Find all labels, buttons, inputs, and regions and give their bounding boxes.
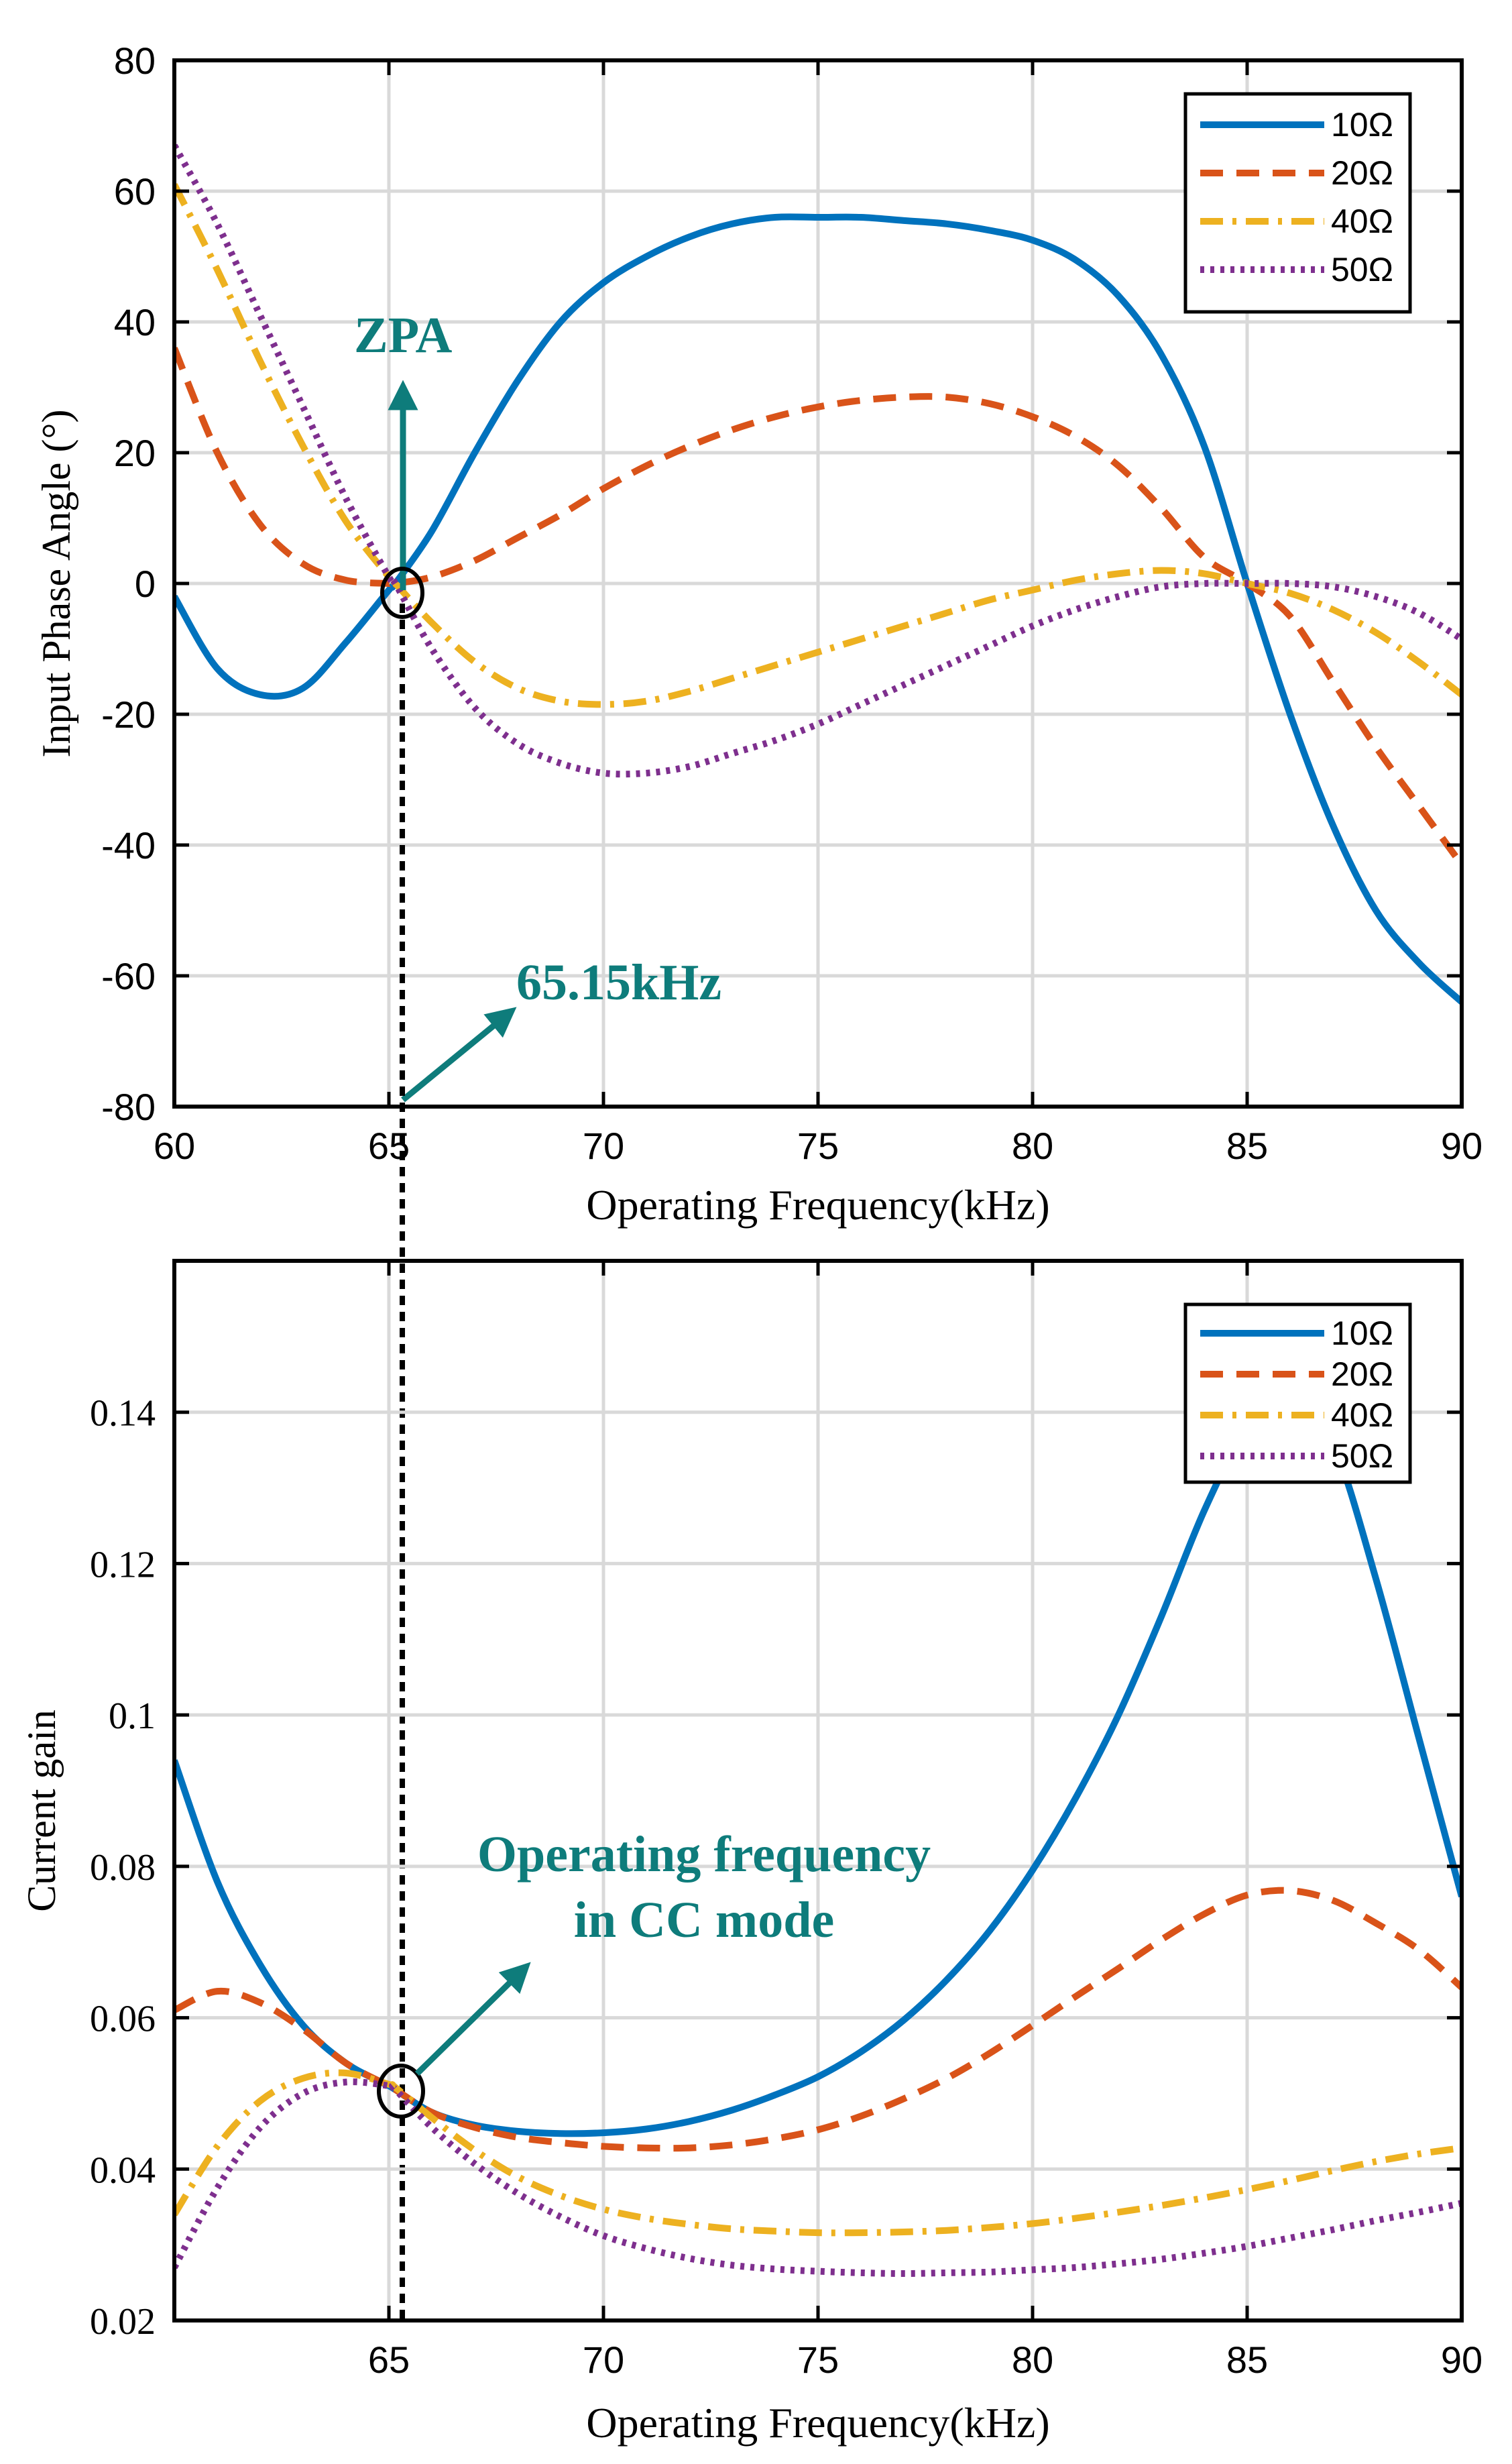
phase-x-axis-label: Operating Frequency(kHz) <box>586 1181 1049 1229</box>
phase-legend: 10Ω 20Ω 40Ω 50Ω <box>1183 92 1412 314</box>
phase-x-tick-label: 85 <box>1226 1125 1268 1167</box>
gain-series-line-2 <box>174 2069 1462 2237</box>
gain-x-tick-label: 75 <box>797 2339 839 2381</box>
gain-legend-label-3: 50Ω <box>1331 1437 1393 1475</box>
gain-x-tick-label: 70 <box>583 2339 624 2381</box>
gain-x-tick-label: 65 <box>368 2339 410 2381</box>
phase-y-tick-label: -80 <box>101 1086 156 1128</box>
phase-y-ticks: -80 -60 -40 -20 0 20 40 60 80 <box>101 40 1462 1128</box>
gain-y-tick-label: 0.04 <box>90 2149 156 2191</box>
gain-legend-label-2: 40Ω <box>1331 1396 1393 1434</box>
gain-x-tick-label: 80 <box>1012 2339 1053 2381</box>
phase-x-tick-label: 65 <box>368 1125 410 1167</box>
gain-x-tick-label: 90 <box>1441 2339 1482 2381</box>
phase-series-line-2 <box>174 183 1462 708</box>
phase-legend-label-2: 40Ω <box>1331 203 1393 240</box>
phase-y-tick-label: 20 <box>114 432 156 474</box>
phase-series <box>174 144 1462 1005</box>
phase-y-axis-label: Input Phase Angle (°) <box>34 410 78 758</box>
gain-y-axis-label: Current gain <box>19 1710 64 1912</box>
phase-x-tick-label: 90 <box>1441 1125 1482 1167</box>
freq-arrow <box>401 1007 517 1103</box>
phase-x-tick-label: 70 <box>583 1125 624 1167</box>
gain-series-line-1 <box>174 1887 1462 2152</box>
gain-y-ticks: 0.02 0.04 0.06 0.08 0.1 0.12 0.14 <box>90 1393 1462 2343</box>
phase-x-tick-label: 80 <box>1012 1125 1053 1167</box>
phase-y-tick-label: -40 <box>101 824 156 866</box>
phase-y-tick-label: -60 <box>101 955 156 997</box>
gain-legend-label-0: 10Ω <box>1331 1314 1393 1352</box>
gain-y-tick-label: 0.14 <box>90 1393 156 1435</box>
phase-legend-label-3: 50Ω <box>1331 251 1393 288</box>
phase-annotations: ZPA 65.15kHz <box>354 307 721 1103</box>
cc-arrow <box>414 1962 531 2076</box>
zpa-circle-marker <box>380 567 424 619</box>
current-gain-chart: 65 70 75 80 85 90 0.02 0.04 0.06 0.08 0.1 0.12 0.14… <box>19 1259 1482 2447</box>
gain-x-tick-label: 85 <box>1226 2339 1268 2381</box>
phase-series-line-3 <box>174 144 1462 778</box>
gain-y-tick-label: 0.08 <box>90 1847 156 1889</box>
gain-y-tick-label: 0.02 <box>90 2301 156 2343</box>
phase-legend-box <box>1183 92 1412 314</box>
phase-y-tick-label: -20 <box>101 693 156 736</box>
phase-angle-chart: 60 65 70 75 80 85 90 -80 -60 -40 -20 0 20 40 60 80 Ope… <box>34 40 1482 1229</box>
phase-x-ticks: 60 65 70 75 80 85 90 <box>154 60 1482 1167</box>
phase-y-tick-label: 0 <box>135 563 156 605</box>
gain-y-tick-label: 0.12 <box>90 1544 156 1585</box>
phase-y-tick-label: 60 <box>114 170 156 213</box>
gain-y-tick-label: 0.1 <box>109 1695 156 1737</box>
phase-y-tick-label: 40 <box>114 301 156 343</box>
gain-legend-label-1: 20Ω <box>1331 1355 1393 1393</box>
gain-annotations: Operating frequency in CC mode <box>377 1826 931 2119</box>
phase-y-tick-label: 80 <box>114 40 156 82</box>
cc-circle-marker <box>377 2064 425 2119</box>
phase-series-line-1 <box>174 347 1462 867</box>
cc-label-line1: Operating frequency <box>477 1826 931 1883</box>
phase-x-tick-label: 75 <box>797 1125 839 1167</box>
zpa-label: ZPA <box>354 307 452 363</box>
phase-legend-label-0: 10Ω <box>1331 106 1393 144</box>
gain-series-line-3 <box>174 2078 1462 2278</box>
gain-x-ticks: 65 70 75 80 85 90 <box>368 1261 1482 2381</box>
cc-label-line2: in CC mode <box>574 1892 834 1948</box>
phase-legend-label-1: 20Ω <box>1331 154 1393 192</box>
freq-label: 65.15kHz <box>516 954 721 1011</box>
gain-y-tick-label: 0.06 <box>90 1999 156 2040</box>
phase-x-tick-label: 60 <box>154 1125 195 1167</box>
gain-x-axis-label: Operating Frequency(kHz) <box>586 2399 1049 2447</box>
